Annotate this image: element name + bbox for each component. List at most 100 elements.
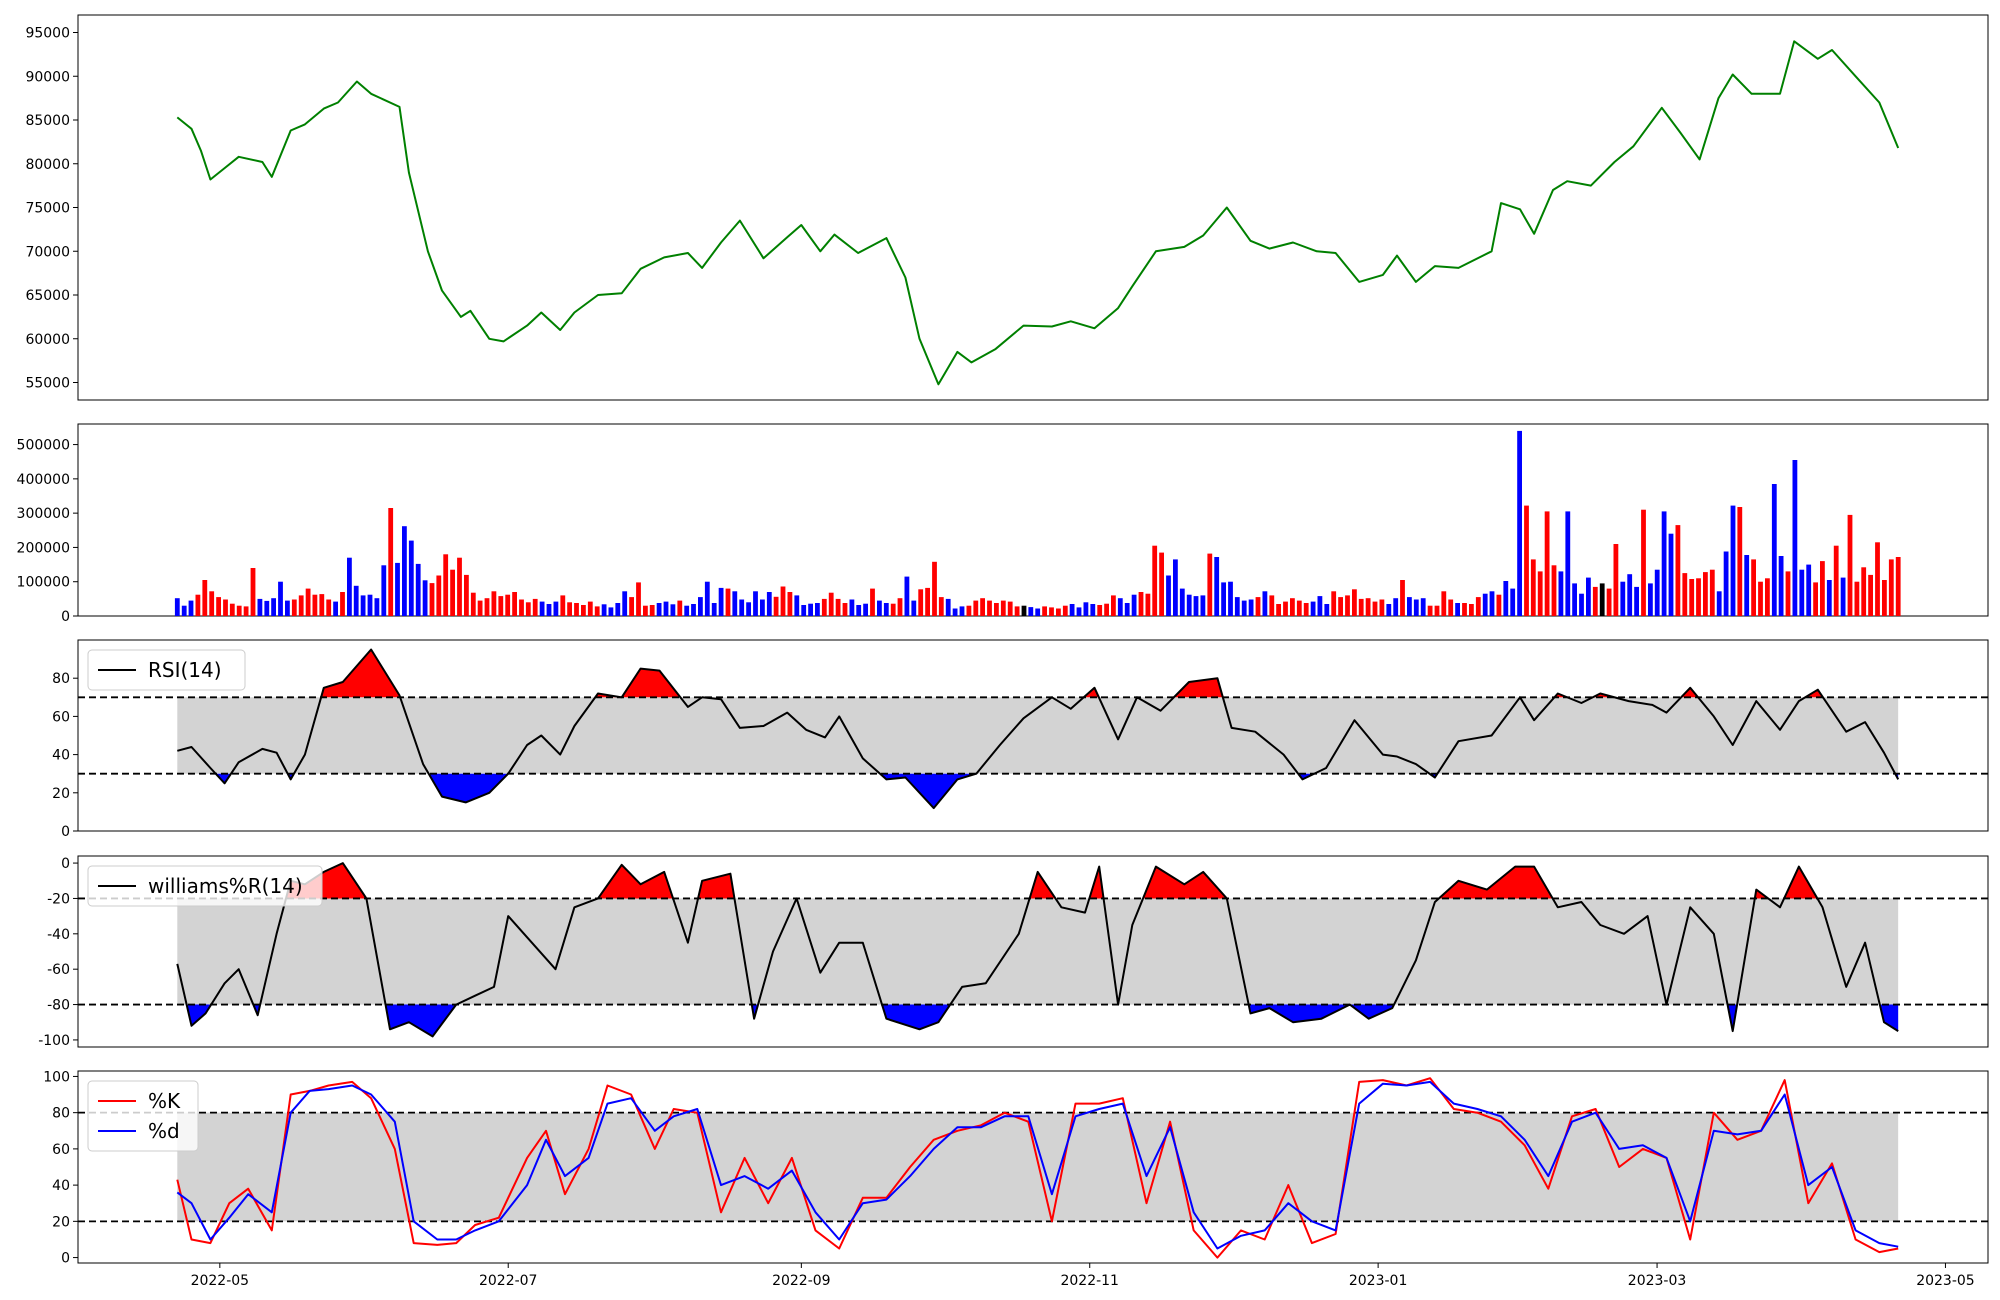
volume-bar-22 — [326, 599, 332, 616]
volume-bar-219 — [1682, 573, 1688, 616]
volume-bar-32 — [395, 562, 400, 616]
volume-bar-5 — [209, 591, 215, 616]
volume-bar-201 — [1558, 571, 1564, 616]
volume-bar-222 — [1703, 572, 1708, 616]
volume-bar-154 — [1234, 597, 1240, 616]
price-panel: 55000 60000 65000 70000 75000 80000 85000 90000… — [25, 14, 1989, 401]
volume-bar-50 — [519, 599, 524, 616]
x-tick-label-3: 2022-11 — [1060, 1273, 1119, 1289]
volume-bar-112 — [945, 598, 951, 616]
volume-bar-47 — [498, 596, 504, 616]
volume-bar-130 — [1069, 604, 1075, 616]
volume-bar-72 — [670, 604, 676, 616]
volume-bar-146 — [1179, 588, 1185, 616]
volume-bar-234 — [1785, 571, 1791, 616]
volume-bar-14 — [271, 598, 276, 616]
price-y-tick-label-6: 85000 — [25, 113, 70, 129]
volume-bar-191 — [1489, 591, 1495, 616]
williams-line — [176, 862, 1899, 1038]
volume-bar-145 — [1173, 559, 1178, 616]
volume-bar-91 — [801, 605, 807, 616]
volume-bar-173 — [1365, 598, 1371, 616]
volume-bar-24 — [340, 592, 345, 616]
volume-bar-195 — [1517, 430, 1522, 616]
stochastic-y-tick-label-5: 100 — [43, 1069, 70, 1085]
volume-bar-29 — [374, 598, 380, 616]
volume-bar-37 — [429, 583, 435, 616]
volume-bar-30 — [381, 565, 387, 616]
volume-bar-176 — [1386, 604, 1392, 616]
volume-bar-182 — [1427, 605, 1433, 616]
rsi-line — [177, 648, 1900, 810]
x-tick-label-6: 2023-05 — [1916, 1273, 1975, 1289]
volume-bar-211 — [1627, 574, 1633, 616]
volume-bar-123 — [1021, 605, 1027, 616]
volume-bar-233 — [1778, 556, 1784, 616]
volume-bar-85 — [760, 599, 765, 616]
volume-bar-185 — [1448, 599, 1454, 616]
volume-bar-203 — [1572, 583, 1577, 616]
volume-bar-148 — [1193, 596, 1199, 616]
rsi-neutral-band — [177, 697, 1899, 774]
volume-bar-149 — [1200, 595, 1206, 616]
volume-bar-62 — [601, 604, 607, 616]
volume-bar-147 — [1186, 594, 1192, 616]
volume-bar-168 — [1331, 591, 1337, 616]
volume-bar-171 — [1352, 589, 1357, 616]
stochastic-series-line-1 — [176, 1080, 1899, 1250]
volume-bar-73 — [677, 600, 683, 616]
volume-bar-13 — [264, 600, 270, 616]
rsi-oversold-fill-3 — [879, 773, 977, 809]
volume-y-tick-label-1: 100000 — [17, 575, 70, 591]
volume-bar-135 — [1104, 603, 1109, 616]
volume-bar-108 — [918, 589, 924, 616]
volume-bar-208 — [1606, 588, 1612, 616]
x-tick-label-1: 2022-07 — [479, 1273, 538, 1289]
rsi-y-tick-label-4: 80 — [52, 671, 70, 687]
volume-bar-66 — [629, 597, 634, 616]
volume-bar-56 — [560, 595, 566, 616]
x-tick-label-5: 2023-03 — [1628, 1273, 1687, 1289]
stochastic-legend-box — [87, 1080, 199, 1152]
williams-y-tick-label-1: -80 — [47, 998, 70, 1014]
volume-bar-231 — [1765, 578, 1770, 616]
volume-bar-144 — [1166, 575, 1171, 616]
volume-bar-79 — [718, 587, 724, 616]
volume-bar-109 — [925, 587, 930, 616]
volume-bar-113 — [952, 608, 958, 616]
volume-bar-23 — [333, 601, 338, 616]
stochastic-legend-label-1: %d — [148, 1119, 180, 1143]
volume-bar-70 — [656, 603, 662, 616]
volume-bar-76 — [698, 597, 703, 616]
volume-bar-236 — [1799, 569, 1805, 616]
stochastic-series-line-0 — [176, 1077, 1899, 1259]
rsi-y-tick-label-0: 0 — [61, 824, 70, 840]
volume-bar-122 — [1014, 606, 1020, 616]
volume-bar-157 — [1255, 597, 1261, 616]
volume-bar-196 — [1524, 505, 1529, 616]
stochastic-panel: 0 20 40 60 80 100 %K %d 2022-05 2022-07 2022-09 202… — [43, 1069, 1989, 1289]
stochastic-y-tick-label-0: 0 — [61, 1251, 70, 1267]
volume-bar-58 — [574, 603, 579, 616]
volume-bar-44 — [477, 600, 483, 616]
volume-bar-6 — [216, 597, 221, 616]
volume-bar-134 — [1097, 605, 1103, 616]
volume-bar-51 — [525, 602, 531, 616]
rsi-panel: 0 20 40 60 80 RSI(14) — [52, 639, 1989, 840]
volume-bar-242 — [1840, 577, 1846, 616]
stochastic-axes-frame — [77, 1070, 1989, 1264]
volume-bar-101 — [870, 588, 875, 616]
volume-bar-175 — [1379, 599, 1385, 616]
volume-bar-170 — [1345, 595, 1350, 616]
volume-bar-214 — [1648, 583, 1653, 616]
williams-legend-label-0: williams%R(14) — [148, 874, 303, 898]
volume-bar-132 — [1083, 602, 1089, 616]
volume-bar-83 — [746, 602, 751, 616]
volume-bar-1 — [181, 605, 187, 616]
volume-bar-48 — [505, 594, 511, 616]
volume-bar-153 — [1228, 581, 1233, 616]
volume-bar-218 — [1675, 525, 1681, 616]
volume-bar-178 — [1400, 580, 1405, 616]
williams-oversold-fill-2 — [385, 1004, 457, 1037]
volume-y-tick-label-0: 0 — [61, 609, 70, 625]
